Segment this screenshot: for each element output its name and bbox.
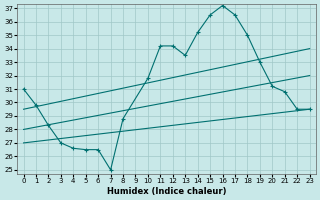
X-axis label: Humidex (Indice chaleur): Humidex (Indice chaleur) <box>107 187 226 196</box>
